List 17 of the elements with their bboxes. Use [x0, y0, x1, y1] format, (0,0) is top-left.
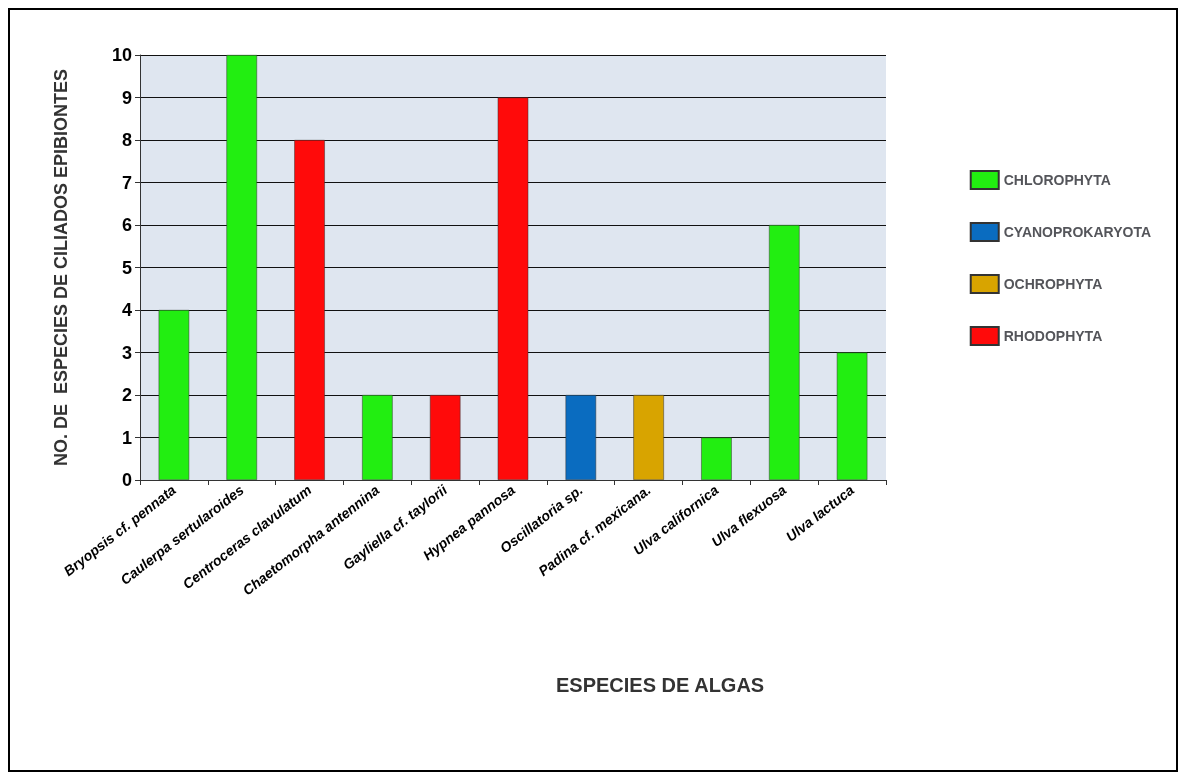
- y-tick-label: 3: [121, 342, 132, 363]
- y-tick-label: 10: [111, 45, 132, 65]
- y-tick-label: 7: [121, 172, 132, 193]
- y-tick-label: 9: [121, 87, 132, 108]
- x-axis-title: ESPECIES DE ALGAS: [556, 674, 765, 696]
- y-tick-label: 1: [121, 427, 132, 448]
- y-tick-label: 6: [121, 215, 132, 235]
- legend-label: CHLOROPHYTA: [1003, 172, 1111, 188]
- y-axis-title: NO. DE ESPECIES DE CILIADOS EPIBIONTES: [51, 68, 71, 467]
- y-tick-label: 4: [121, 300, 132, 320]
- y-tick-label: 0: [121, 470, 132, 490]
- y-tick-label: 2: [121, 385, 132, 405]
- legend-label: RHODOPHYTA: [1003, 328, 1103, 344]
- legend-label: OCHROPHYTA: [1003, 276, 1103, 292]
- y-tick-label: 8: [121, 130, 132, 150]
- y-tick-label: 5: [121, 257, 132, 278]
- legend-label: CYANOPROKARYOTA: [1003, 224, 1152, 240]
